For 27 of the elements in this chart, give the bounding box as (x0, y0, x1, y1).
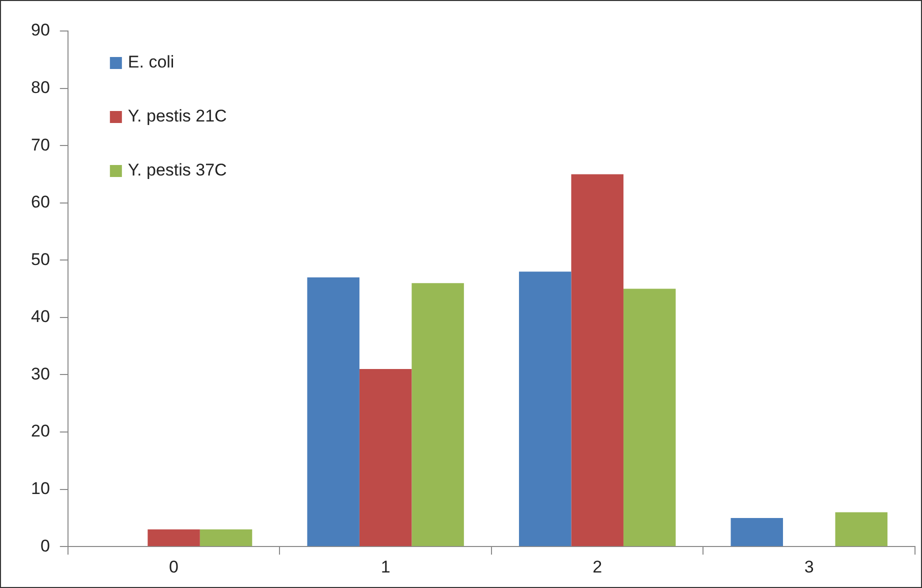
bar (623, 288, 676, 546)
y-tick-label: 0 (40, 536, 50, 556)
y-tick-label: 50 (30, 250, 50, 269)
bar (307, 277, 360, 546)
bar (148, 529, 200, 546)
y-tick-label: 70 (30, 135, 50, 154)
x-tick-label: 0 (169, 557, 179, 576)
x-tick-label: 2 (592, 557, 602, 576)
y-tick-label: 20 (30, 422, 50, 441)
x-tick-label: 3 (804, 557, 814, 576)
bar (518, 272, 572, 546)
y-tick-label: 30 (30, 364, 50, 384)
y-tick-label: 80 (30, 78, 50, 97)
y-tick-label: 10 (30, 479, 50, 498)
bar (359, 369, 412, 546)
y-tick-label: 40 (30, 307, 50, 326)
legend-label: Y. pestis 21C (128, 106, 227, 126)
x-tick-label: 1 (380, 557, 390, 576)
legend-label: E. coli (128, 52, 174, 72)
y-tick-label: 90 (30, 20, 50, 40)
bar (412, 283, 464, 546)
bar (200, 529, 252, 546)
bar (571, 174, 624, 546)
bar (730, 518, 783, 546)
bar (835, 512, 888, 546)
y-tick-label: 60 (30, 192, 50, 212)
legend-label: Y. pestis 37C (128, 160, 227, 180)
